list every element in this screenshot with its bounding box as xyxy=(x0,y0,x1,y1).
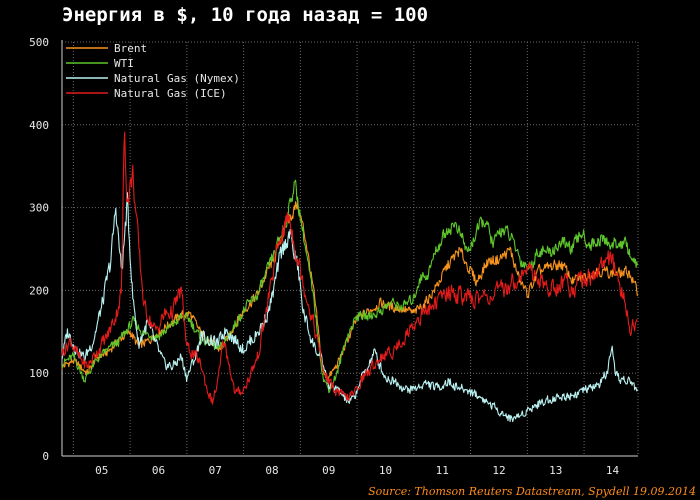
y-tick-label: 400 xyxy=(29,119,49,132)
series-line-natural-gas-ice xyxy=(61,131,638,405)
series-line-wti xyxy=(61,179,638,394)
y-tick-label: 0 xyxy=(42,450,49,463)
y-tick-label: 100 xyxy=(29,367,49,380)
chart-title: Энергия в $, 10 года назад = 100 xyxy=(62,4,429,26)
legend-label: Brent xyxy=(114,42,147,55)
x-tick-label: 10 xyxy=(379,464,392,477)
legend-label: WTI xyxy=(114,57,134,70)
source-note: Source: Thomson Reuters Datastream, Spyd… xyxy=(368,485,696,498)
legend-label: Natural Gas (Nymex) xyxy=(114,72,240,85)
x-tick-label: 05 xyxy=(95,464,108,477)
x-tick-label: 09 xyxy=(322,464,335,477)
x-tick-label: 06 xyxy=(152,464,165,477)
x-tick-label: 11 xyxy=(436,464,449,477)
y-tick-label: 500 xyxy=(29,36,49,49)
series-line-natural-gas-nymex xyxy=(61,192,638,423)
y-tick-label: 300 xyxy=(29,202,49,215)
x-tick-label: 12 xyxy=(492,464,505,477)
legend-label: Natural Gas (ICE) xyxy=(114,87,227,100)
x-tick-label: 14 xyxy=(606,464,620,477)
x-tick-label: 13 xyxy=(549,464,562,477)
y-tick-label: 200 xyxy=(29,284,49,297)
x-tick-label: 08 xyxy=(265,464,278,477)
x-tick-label: 07 xyxy=(209,464,222,477)
